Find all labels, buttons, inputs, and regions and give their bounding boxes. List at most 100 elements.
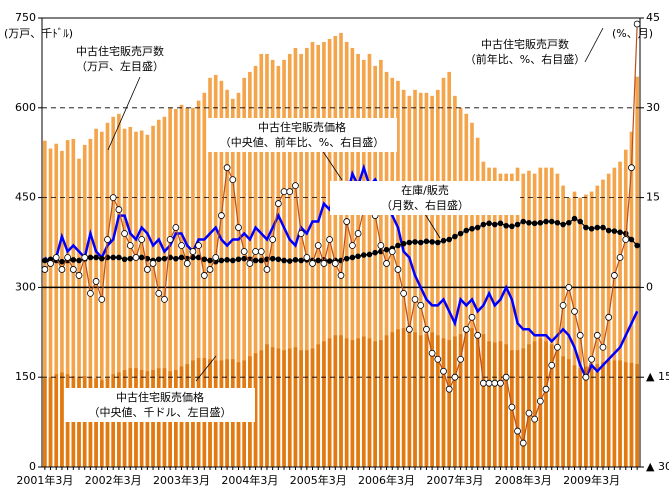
bar: [521, 173, 526, 468]
point: [542, 385, 550, 393]
point: [326, 236, 334, 243]
bar: [561, 185, 565, 468]
point: [269, 255, 276, 262]
point: [634, 242, 640, 249]
annotation-note: （中央値、千ドル、左目盛）: [89, 405, 232, 419]
bar: [373, 341, 377, 467]
point: [297, 230, 305, 237]
point: [59, 258, 65, 265]
bar: [390, 77, 395, 467]
bar: [379, 340, 383, 467]
point: [360, 252, 367, 258]
point: [292, 182, 299, 190]
point: [200, 272, 208, 279]
bar: [305, 350, 309, 467]
bar: [544, 167, 548, 467]
point: [343, 255, 350, 262]
point: [588, 225, 595, 232]
annotation-arrow: [195, 355, 217, 382]
bar: [122, 128, 127, 467]
point: [47, 260, 54, 267]
point: [314, 242, 322, 249]
y-tick-label: 300: [15, 280, 36, 293]
point: [485, 379, 493, 387]
point: [218, 257, 225, 264]
bar: [384, 335, 389, 467]
y2-axis-label: (%、月): [612, 27, 653, 40]
bar: [379, 59, 383, 467]
point: [497, 220, 504, 227]
bar: [196, 100, 201, 467]
point: [582, 373, 590, 381]
bar: [435, 335, 440, 467]
bar: [344, 41, 349, 468]
bar: [48, 377, 53, 467]
point: [206, 266, 214, 273]
point: [622, 236, 630, 243]
x-tick-label: 2006年3月: [358, 473, 415, 487]
point: [565, 283, 573, 291]
bar: [521, 348, 526, 467]
bar: [623, 362, 628, 467]
point: [514, 221, 521, 228]
bar: [253, 65, 258, 467]
bar: [396, 329, 400, 467]
bar: [481, 334, 486, 467]
x-tick-label: 2008年3月: [495, 473, 552, 487]
bar: [515, 350, 520, 467]
bar: [134, 131, 138, 467]
bar: [515, 167, 520, 467]
point: [274, 200, 282, 207]
point: [435, 239, 441, 246]
point: [462, 325, 470, 333]
bar: [282, 59, 286, 467]
point: [383, 246, 390, 253]
point: [468, 313, 476, 321]
point: [514, 427, 521, 435]
bar: [544, 341, 548, 467]
point: [240, 248, 248, 255]
bar: [179, 104, 184, 467]
bar: [561, 356, 565, 467]
point: [127, 255, 134, 262]
point: [571, 307, 578, 315]
bar: [424, 334, 429, 467]
annotation-note: （前年比、%、右目盛）: [465, 52, 585, 66]
point: [217, 212, 225, 219]
point: [633, 20, 641, 28]
annotation: 中古住宅販売戸数: [76, 44, 164, 58]
bar: [612, 360, 617, 467]
point: [320, 260, 328, 267]
point: [252, 248, 259, 255]
point: [548, 361, 556, 369]
point: [417, 239, 424, 246]
point: [298, 257, 304, 264]
point: [576, 331, 584, 339]
bar: [618, 161, 622, 467]
point: [446, 236, 453, 243]
point: [479, 379, 487, 387]
point: [417, 301, 425, 309]
point: [281, 257, 287, 264]
point: [355, 253, 361, 260]
point: [224, 257, 230, 263]
bar: [487, 167, 491, 467]
y2-tick-label: ▲ 30: [646, 460, 669, 473]
point: [497, 379, 504, 387]
bar: [629, 131, 634, 467]
point: [138, 254, 145, 261]
point: [138, 236, 146, 243]
bar: [441, 338, 446, 467]
point: [161, 295, 168, 303]
bar: [629, 362, 634, 467]
point: [445, 385, 453, 393]
point: [577, 218, 583, 225]
bar: [481, 161, 486, 467]
point: [286, 258, 293, 264]
bar: [401, 89, 406, 467]
point: [469, 225, 475, 232]
bar: [566, 197, 571, 467]
point: [252, 257, 259, 264]
bar: [595, 185, 600, 468]
